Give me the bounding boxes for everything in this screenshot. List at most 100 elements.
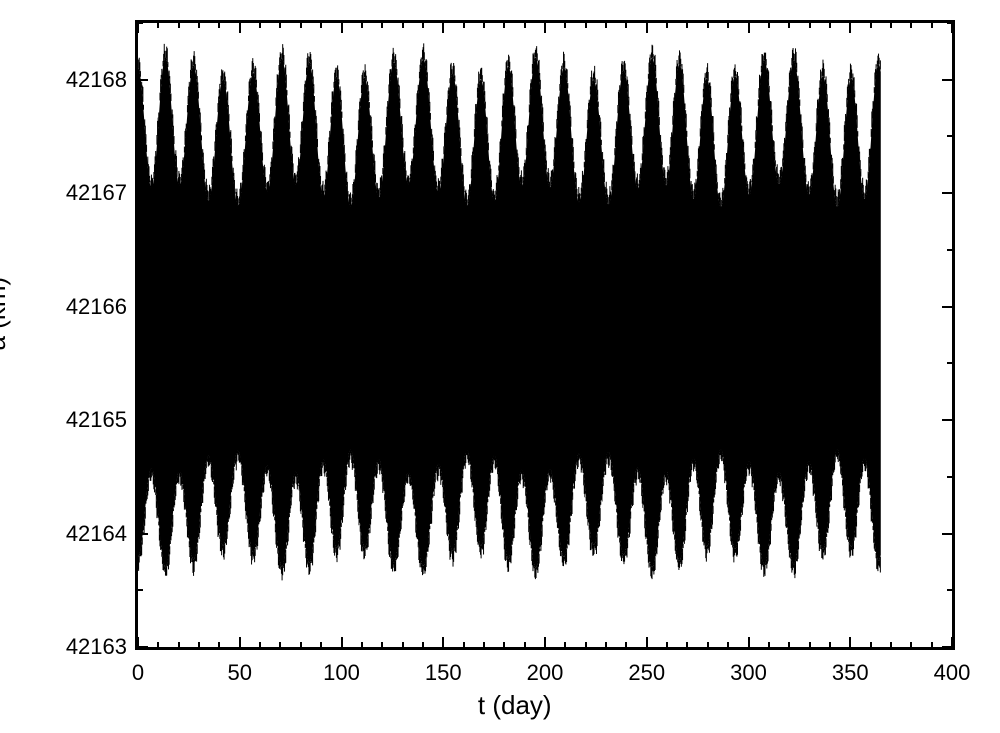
tick bbox=[727, 23, 729, 28]
tick bbox=[320, 642, 322, 647]
tick bbox=[890, 642, 892, 647]
tick bbox=[931, 23, 933, 28]
tick bbox=[259, 23, 261, 28]
tick bbox=[524, 642, 526, 647]
tick bbox=[809, 23, 811, 28]
tick bbox=[585, 23, 587, 28]
tick bbox=[947, 589, 952, 591]
tick bbox=[707, 23, 709, 28]
tick bbox=[788, 23, 790, 28]
tick bbox=[157, 23, 159, 28]
tick bbox=[402, 642, 404, 647]
x-tick-label: 350 bbox=[832, 660, 869, 686]
tick bbox=[259, 642, 261, 647]
y-tick-label: 42165 bbox=[66, 407, 127, 433]
tick bbox=[942, 419, 952, 421]
tick bbox=[666, 23, 668, 28]
y-tick-label: 42163 bbox=[66, 634, 127, 660]
tick bbox=[748, 637, 750, 647]
tick bbox=[178, 642, 180, 647]
tick bbox=[666, 642, 668, 647]
tick bbox=[138, 476, 143, 478]
tick bbox=[942, 192, 952, 194]
tick bbox=[239, 637, 241, 647]
tick bbox=[829, 23, 831, 28]
tick bbox=[422, 642, 424, 647]
tick bbox=[341, 637, 343, 647]
tick bbox=[910, 642, 912, 647]
tick bbox=[870, 642, 872, 647]
tick bbox=[402, 23, 404, 28]
tick bbox=[564, 642, 566, 647]
tick bbox=[951, 23, 953, 33]
tick bbox=[585, 642, 587, 647]
tick bbox=[279, 23, 281, 28]
tick bbox=[707, 642, 709, 647]
tick bbox=[849, 23, 851, 33]
tick bbox=[320, 23, 322, 28]
tick bbox=[605, 642, 607, 647]
tick bbox=[544, 23, 546, 33]
tick bbox=[138, 419, 148, 421]
tick bbox=[138, 589, 143, 591]
tick bbox=[218, 642, 220, 647]
tick bbox=[829, 642, 831, 647]
tick bbox=[947, 249, 952, 251]
tick bbox=[625, 642, 627, 647]
tick bbox=[564, 23, 566, 28]
tick bbox=[381, 23, 383, 28]
y-tick-label: 42167 bbox=[66, 180, 127, 206]
tick bbox=[138, 79, 148, 81]
tick bbox=[646, 637, 648, 647]
tick bbox=[544, 637, 546, 647]
tick bbox=[300, 642, 302, 647]
tick bbox=[931, 642, 933, 647]
tick bbox=[646, 23, 648, 33]
tick bbox=[198, 642, 200, 647]
tick bbox=[483, 642, 485, 647]
tick bbox=[361, 23, 363, 28]
tick bbox=[947, 362, 952, 364]
x-tick-label: 0 bbox=[132, 660, 144, 686]
tick bbox=[178, 23, 180, 28]
tick bbox=[942, 533, 952, 535]
tick bbox=[300, 23, 302, 28]
tick bbox=[361, 642, 363, 647]
tick bbox=[463, 23, 465, 28]
tick bbox=[625, 23, 627, 28]
tick bbox=[138, 306, 148, 308]
tick bbox=[809, 642, 811, 647]
x-tick-label: 100 bbox=[323, 660, 360, 686]
chart-container: a (km) t (day) 4216342164421654216642167… bbox=[0, 0, 1000, 733]
x-tick-label: 300 bbox=[730, 660, 767, 686]
tick bbox=[341, 23, 343, 33]
tick bbox=[503, 23, 505, 28]
y-tick-label: 42168 bbox=[66, 67, 127, 93]
tick bbox=[483, 23, 485, 28]
tick bbox=[137, 23, 139, 33]
tick bbox=[218, 23, 220, 28]
tick bbox=[138, 135, 143, 137]
x-axis-label: t (day) bbox=[478, 690, 552, 721]
x-tick-label: 50 bbox=[228, 660, 252, 686]
y-tick-label: 42166 bbox=[66, 294, 127, 320]
x-tick-label: 250 bbox=[628, 660, 665, 686]
tick bbox=[910, 23, 912, 28]
tick bbox=[748, 23, 750, 33]
x-tick-label: 200 bbox=[527, 660, 564, 686]
tick bbox=[157, 642, 159, 647]
tick bbox=[951, 637, 953, 647]
tick bbox=[686, 642, 688, 647]
tick bbox=[138, 192, 148, 194]
tick bbox=[942, 306, 952, 308]
tick bbox=[524, 23, 526, 28]
tick bbox=[198, 23, 200, 28]
tick bbox=[788, 642, 790, 647]
tick bbox=[768, 23, 770, 28]
tick bbox=[422, 23, 424, 28]
x-tick-label: 150 bbox=[425, 660, 462, 686]
tick bbox=[138, 362, 143, 364]
tick bbox=[947, 135, 952, 137]
tick bbox=[947, 476, 952, 478]
tick bbox=[942, 79, 952, 81]
